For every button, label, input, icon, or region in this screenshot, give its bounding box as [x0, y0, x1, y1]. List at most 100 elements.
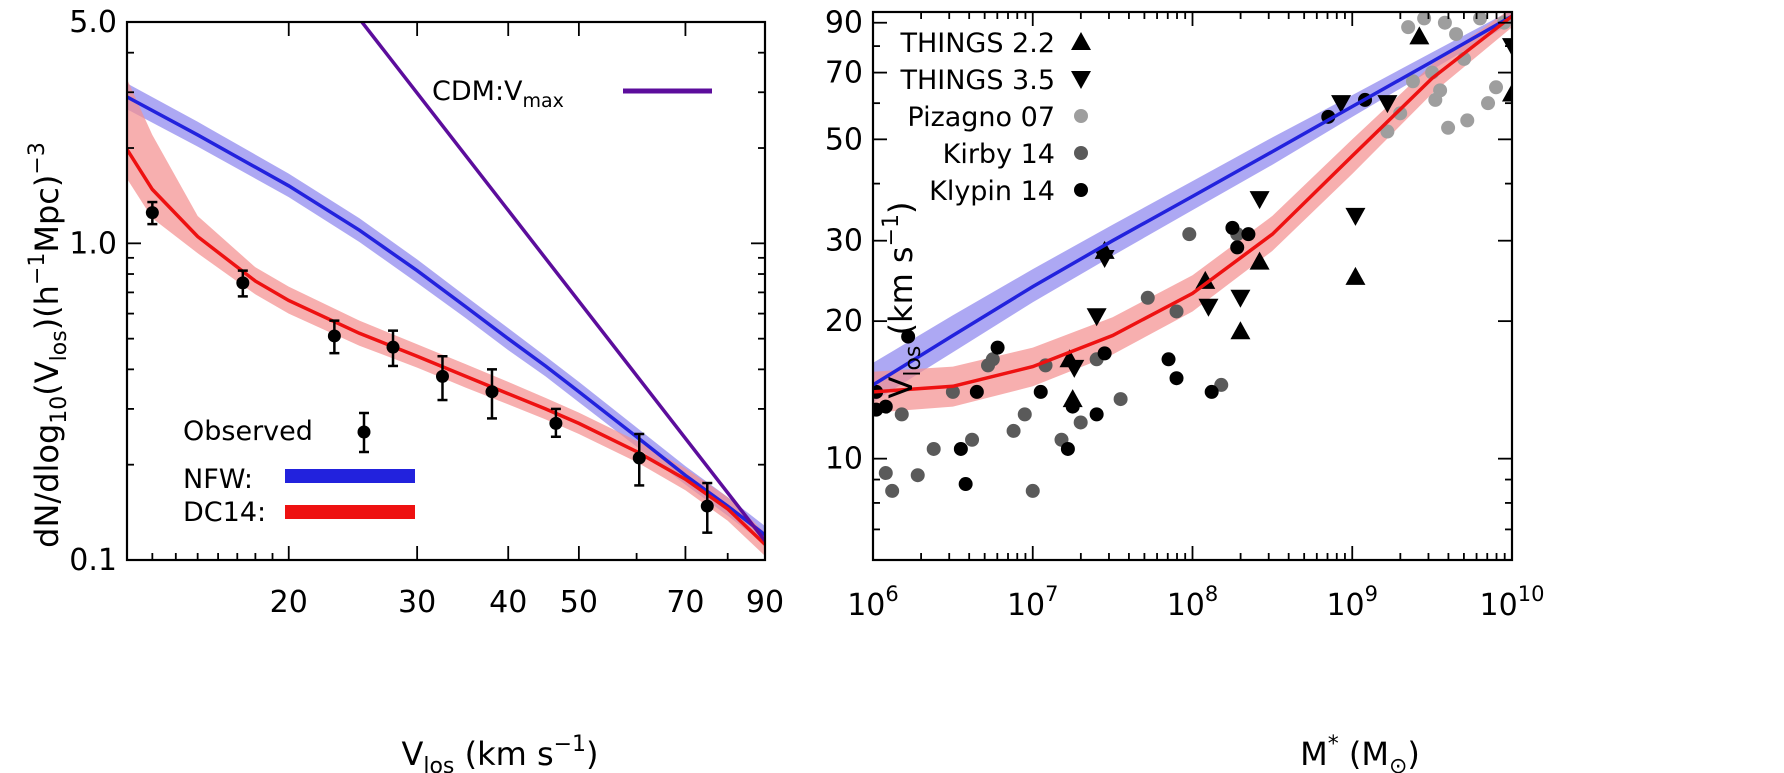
left-x-tick-label: 20 [270, 585, 308, 620]
right-band-nfw [873, 12, 1512, 403]
point-things-3-5 [1502, 38, 1512, 57]
point-things-2-2 [1062, 389, 1083, 408]
left-panel: 20 30 40 50 70 90 0.1 1.0 5.0 CDM:Vmax Observed NF… [25, 5, 784, 773]
right-y-tick-label: 90 [825, 6, 863, 41]
right-line-nfw [873, 14, 1512, 387]
point-kirby-14 [1025, 483, 1040, 498]
right-legend: THINGS 2.2 THINGS 3.5 Pizagno 07 Kirby 14 Kl… [899, 28, 1091, 207]
point-kirby-14 [981, 358, 996, 373]
legend-observed-marker [357, 425, 371, 439]
point-pizagno-07 [1489, 80, 1504, 95]
point-kirby-14 [878, 466, 893, 481]
point-kirby-14 [945, 384, 960, 399]
point-kirby-14 [1182, 227, 1197, 242]
right-legend-marker [1074, 109, 1088, 123]
observed-point [700, 499, 714, 513]
right-x-tick-label: 106 [847, 582, 899, 623]
right-y-tick-label: 70 [825, 56, 863, 91]
legend-dc14-label: DC14: [183, 497, 266, 528]
observed-point [386, 340, 400, 354]
legend-nfw-swatch [285, 469, 415, 483]
point-things-3-5 [1331, 95, 1352, 114]
left-y-tick-label: 0.1 [69, 543, 117, 578]
right-y-axis-title: Vlos (km s−1) [879, 201, 926, 398]
point-kirby-14 [1113, 392, 1128, 407]
observed-point [632, 451, 646, 465]
point-klypin-14 [901, 329, 916, 344]
left-legend: CDM:Vmax Observed NFW:DC14: [183, 76, 712, 528]
point-klypin-14 [1161, 352, 1176, 367]
left-y-axis-title: dN/dlog10(Vlos)(h−1Mpc)−3 [25, 142, 72, 548]
left-x-tick-label: 90 [746, 585, 784, 620]
point-klypin-14 [1097, 346, 1112, 361]
point-things-3-5 [1064, 359, 1085, 378]
point-kirby-14 [965, 432, 980, 447]
point-pizagno-07 [1437, 15, 1452, 30]
point-klypin-14 [990, 340, 1005, 355]
point-kirby-14 [1017, 407, 1032, 422]
right-legend-label: THINGS 2.2 [899, 28, 1055, 59]
point-things-3-5 [1094, 249, 1115, 268]
point-things-3-5 [1198, 298, 1219, 317]
right-legend-label: Kirby 14 [943, 139, 1055, 170]
right-band-dc14 [873, 12, 1512, 413]
point-kirby-14 [1006, 423, 1021, 438]
left-plot-frame [125, 20, 767, 562]
point-pizagno-07 [1393, 106, 1408, 121]
point-klypin-14 [1204, 384, 1219, 399]
legend-nfw-label: NFW: [183, 464, 253, 495]
right-legend-label: Klypin 14 [929, 176, 1055, 207]
left-line-dc14 [127, 148, 765, 546]
left-line-nfw [127, 95, 765, 537]
right-legend-marker [1071, 32, 1091, 50]
observed-point [236, 276, 250, 290]
point-kirby-14 [926, 441, 941, 456]
point-things-3-5 [1230, 289, 1251, 308]
left-axes: 20 30 40 50 70 90 0.1 1.0 5.0 [69, 5, 784, 620]
point-klypin-14 [1225, 220, 1240, 235]
left-x-tick-label: 70 [666, 585, 704, 620]
point-klypin-14 [1033, 384, 1048, 399]
point-things-2-2 [1230, 321, 1251, 340]
point-klypin-14 [1169, 371, 1184, 386]
right-legend-marker [1071, 71, 1091, 89]
legend-cdm-label: CDM:Vmax [432, 76, 564, 112]
point-klypin-14 [958, 477, 973, 492]
right-legend-label: Pizagno 07 [907, 102, 1055, 133]
right-x-tick-label: 107 [1007, 582, 1059, 623]
point-things-2-2 [1249, 251, 1270, 270]
right-y-tick-label: 10 [825, 442, 863, 477]
point-klypin-14 [969, 384, 984, 399]
right-legend-marker [1074, 146, 1088, 160]
point-klypin-14 [1089, 407, 1104, 422]
point-pizagno-07 [1481, 96, 1496, 111]
point-kirby-14 [910, 468, 925, 483]
left-lines [127, 22, 765, 546]
point-klypin-14 [1241, 227, 1256, 242]
point-kirby-14 [885, 483, 900, 498]
right-legend-marker [1074, 183, 1088, 197]
right-line-dc14 [873, 14, 1512, 394]
point-kirby-14 [894, 407, 909, 422]
point-pizagno-07 [1380, 124, 1395, 139]
right-y-tick-label: 50 [825, 122, 863, 157]
point-things-2-2 [1409, 26, 1430, 45]
left-line-cdm-vmax [360, 22, 765, 542]
point-klypin-14 [953, 441, 968, 456]
point-things-2-2 [1195, 270, 1216, 289]
point-pizagno-07 [1401, 20, 1416, 35]
point-things-3-5 [1249, 191, 1270, 210]
left-x-axis-title: Vlos (km s−1) [401, 732, 598, 773]
right-x-tick-label: 108 [1167, 582, 1219, 623]
observed-point [145, 206, 159, 220]
point-pizagno-07 [1433, 83, 1448, 98]
point-things-2-2 [1345, 266, 1366, 285]
observed-point [549, 416, 563, 430]
observed-point [435, 369, 449, 383]
point-pizagno-07 [1473, 12, 1488, 26]
point-kirby-14 [1140, 290, 1155, 305]
right-legend-label: THINGS 3.5 [899, 65, 1055, 96]
